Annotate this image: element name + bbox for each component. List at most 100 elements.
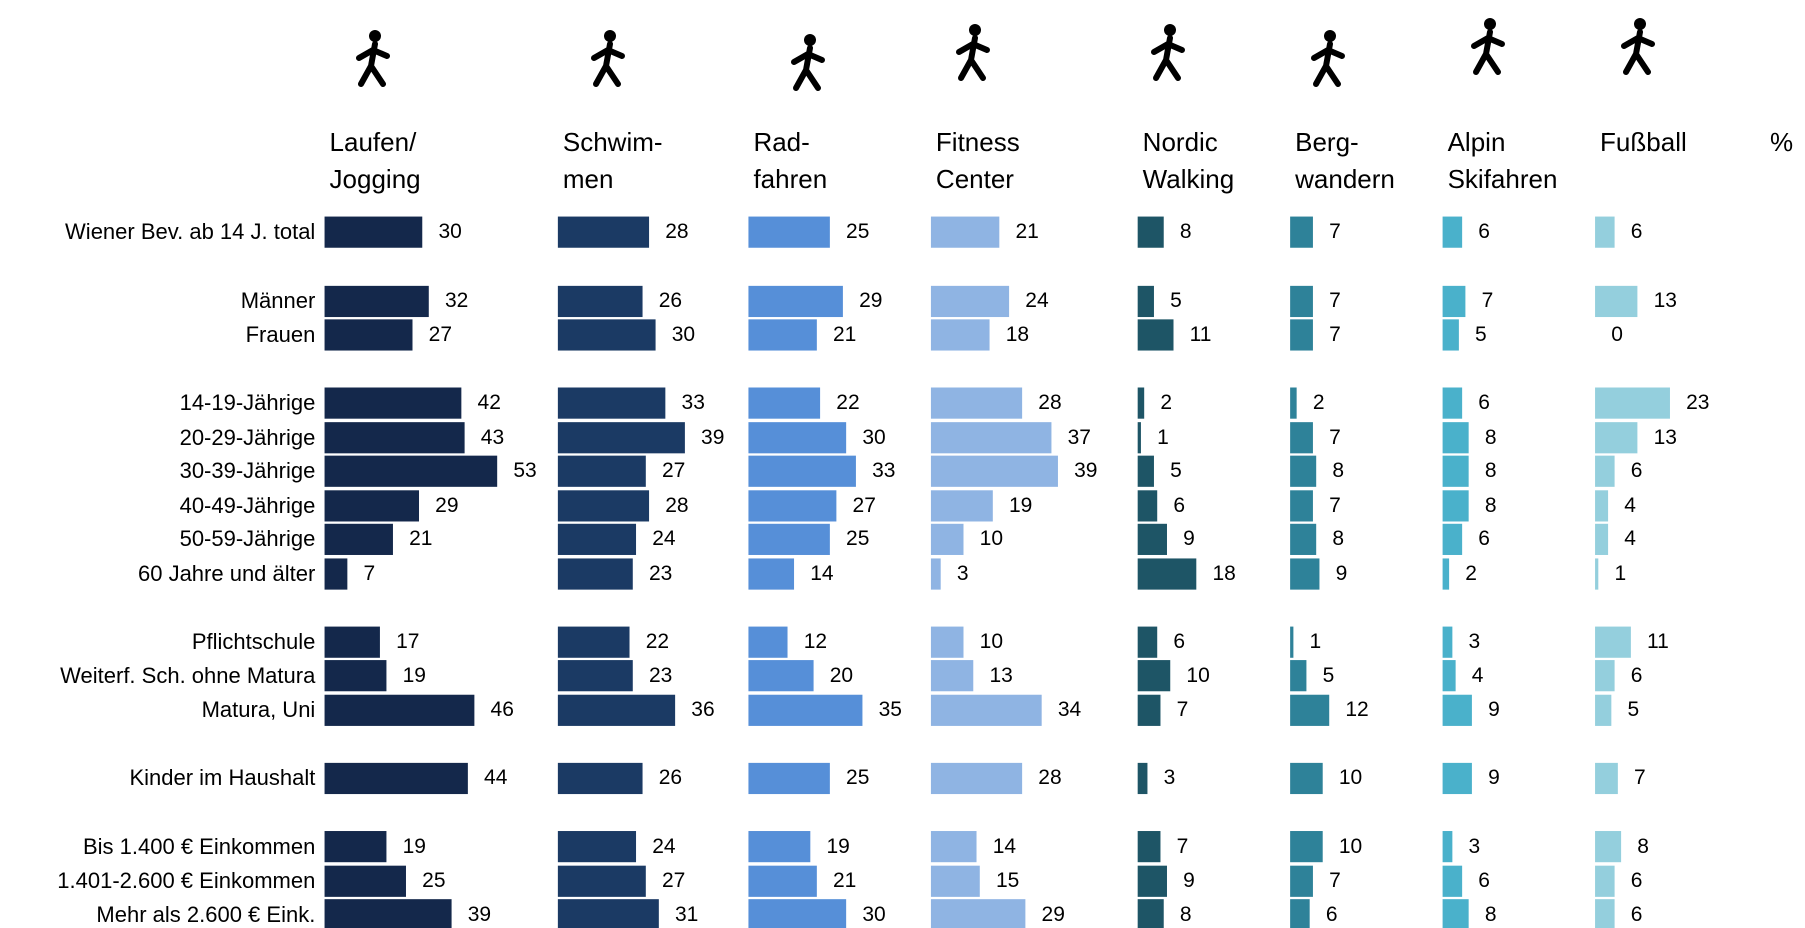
icon-skiing (1474, 18, 1502, 72)
category-label: 60 Jahre und älter (137, 561, 316, 587)
series-label: Laufen/ Jogging (329, 127, 421, 194)
bar (324, 319, 413, 351)
value-label: 7 (1329, 322, 1341, 346)
bar (324, 216, 423, 248)
value-label: 21 (833, 869, 857, 893)
value-label: 8 (1179, 220, 1192, 244)
value-label: 22 (645, 630, 670, 654)
bar (930, 626, 964, 658)
bar (557, 558, 633, 590)
bar (748, 762, 830, 795)
bar (1290, 455, 1317, 487)
bar (748, 387, 821, 419)
bar (1137, 422, 1141, 454)
bar (324, 558, 348, 590)
value-label: 44 (484, 766, 508, 790)
bar (748, 558, 795, 590)
value-label: 26 (658, 289, 683, 313)
unit-label: % (1770, 127, 1794, 157)
bar (1595, 865, 1615, 897)
value-label: 19 (402, 834, 426, 858)
bar (748, 285, 843, 318)
bar (1137, 899, 1164, 928)
value-label: 20 (829, 663, 854, 687)
value-label: 39 (701, 425, 725, 449)
bar (1595, 455, 1615, 487)
bar (1290, 285, 1313, 318)
value-label: 2 (1160, 391, 1173, 415)
bar (930, 387, 1023, 419)
bar (1595, 899, 1615, 928)
bar (1442, 216, 1463, 248)
bar (324, 762, 468, 795)
value-label: 2 (1465, 562, 1477, 586)
value-label: 8 (1637, 834, 1649, 858)
value-label: 23 (1686, 391, 1710, 415)
bar (1595, 626, 1631, 658)
value-label: 27 (661, 869, 686, 893)
category-label: Weiterf. Sch. ohne Matura (60, 662, 316, 688)
bar (557, 865, 646, 897)
bar (1290, 865, 1313, 897)
value-label: 7 (1329, 869, 1341, 893)
category-label: 30-39-Jährige (179, 458, 316, 484)
value-label: 30 (862, 425, 886, 449)
bar (1442, 387, 1463, 419)
bar (1290, 762, 1323, 795)
value-label: 29 (859, 289, 883, 313)
bar (324, 626, 380, 658)
bar (748, 660, 814, 692)
bar (1442, 831, 1453, 863)
value-label: 5 (1170, 289, 1182, 313)
series-label: Rad- fahren (753, 127, 828, 194)
bar (1595, 422, 1638, 454)
bar (748, 523, 830, 555)
value-label: 8 (1332, 527, 1345, 551)
value-label: 28 (665, 220, 689, 244)
value-label: 6 (1478, 391, 1490, 415)
category-label: Wiener Bev. ab 14 J. total (65, 219, 316, 245)
value-label: 23 (648, 562, 673, 586)
bar (1290, 490, 1313, 522)
bar (1137, 865, 1167, 897)
value-label: 4 (1471, 663, 1484, 687)
bar (1137, 319, 1174, 351)
value-label: 31 (675, 902, 699, 926)
bar (1442, 455, 1469, 487)
bar (557, 319, 656, 351)
value-label: 13 (1653, 425, 1677, 449)
category-label: 1.401-2.600 € Einkommen (57, 868, 316, 894)
icon-nordic-walking (1154, 24, 1182, 78)
icon-running (359, 30, 387, 84)
value-label: 3 (956, 562, 969, 586)
bar (557, 216, 650, 248)
bar (1442, 523, 1463, 555)
value-label: 39 (1074, 459, 1098, 483)
bar (930, 422, 1052, 454)
value-label: 5 (1475, 322, 1487, 346)
value-label: 10 (1338, 766, 1363, 790)
bar (324, 422, 465, 454)
series-label: Alpin Skifahren (1447, 127, 1558, 194)
bar (1290, 216, 1313, 248)
bar (748, 490, 837, 522)
value-label: 34 (1057, 698, 1082, 722)
value-label: 8 (1484, 902, 1497, 926)
icons (359, 18, 1652, 88)
value-label: 39 (467, 902, 492, 926)
series-label: Fitness Center (935, 127, 1020, 194)
value-label: 1 (1309, 630, 1322, 654)
bar (1290, 319, 1313, 351)
value-label: 6 (1325, 902, 1338, 926)
bar (930, 694, 1042, 726)
value-label: 14 (810, 562, 834, 586)
bar (324, 865, 406, 897)
value-label: 14 (992, 834, 1017, 858)
value-label: 19 (826, 834, 850, 858)
bar (1442, 319, 1459, 351)
bar (1290, 626, 1294, 658)
value-label: 13 (989, 663, 1013, 687)
value-label: 5 (1627, 698, 1640, 722)
bar (1290, 831, 1323, 863)
